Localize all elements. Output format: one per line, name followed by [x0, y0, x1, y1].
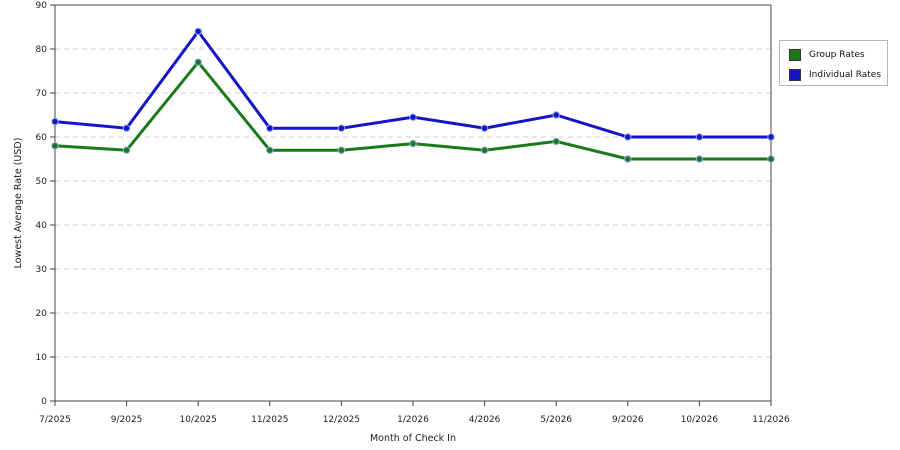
- data-point-individual-rates: [695, 133, 704, 141]
- y-axis-ticks: 0 10 20 30 40 50 60 70 80 90: [36, 1, 55, 407]
- y-tick-label: 60: [36, 133, 48, 143]
- series-line-individual-rates: [54, 28, 771, 139]
- series-lines: [51, 27, 775, 163]
- data-point-individual-rates: [51, 117, 59, 126]
- legend-label-group-rates: Group Rates: [809, 50, 865, 60]
- data-point-group-rates: [695, 155, 704, 163]
- legend-swatch-group-rates: [789, 49, 801, 61]
- y-tick-label: 30: [36, 265, 48, 275]
- data-point-individual-rates: [624, 133, 632, 141]
- data-point-group-rates: [480, 146, 489, 154]
- x-tick-label: 11/2026: [752, 415, 790, 425]
- x-tick-label: 12/2025: [323, 415, 360, 425]
- y-tick-label: 10: [36, 353, 48, 363]
- data-point-group-rates: [194, 58, 202, 66]
- data-point-group-rates: [51, 142, 59, 150]
- grid-lines: [55, 48, 771, 358]
- x-tick-label: 1/2026: [397, 415, 429, 425]
- y-tick-label: 70: [36, 89, 48, 99]
- x-tick-label: 9/2025: [111, 415, 143, 425]
- legend-label-individual-rates: Individual Rates: [809, 70, 882, 80]
- data-point-individual-rates: [552, 111, 560, 119]
- x-axis-title: Month of Check In: [370, 433, 456, 444]
- y-tick-label: 80: [36, 45, 48, 55]
- x-tick-label: 4/2026: [469, 415, 501, 425]
- x-tick-label: 11/2025: [251, 415, 288, 425]
- x-axis-ticks: 7/2025 9/2025 10/2025 11/2025 12/2025 1/2026 4…: [39, 401, 790, 425]
- data-point-individual-rates: [337, 124, 346, 132]
- data-point-group-rates: [337, 146, 346, 154]
- data-point-group-rates: [552, 137, 560, 146]
- data-point-group-rates: [624, 155, 632, 163]
- legend-item-individual-rates: Individual Rates: [789, 68, 881, 82]
- x-tick-label: 10/2025: [180, 415, 217, 425]
- data-point-individual-rates: [266, 124, 274, 132]
- data-point-individual-rates: [122, 124, 131, 132]
- y-tick-label: 20: [36, 309, 48, 319]
- data-point-group-rates: [122, 146, 131, 154]
- legend: Group Rates Individual Rates: [779, 40, 888, 86]
- data-point-group-rates: [266, 146, 274, 154]
- x-tick-label: 5/2026: [540, 415, 572, 425]
- legend-item-group-rates: Group Rates: [789, 48, 865, 62]
- x-tick-label: 10/2026: [681, 415, 719, 425]
- x-tick-label: 7/2025: [39, 415, 71, 425]
- axes: [54, 4, 772, 402]
- data-point-individual-rates: [480, 124, 489, 132]
- legend-swatch-individual-rates: [789, 69, 801, 81]
- data-point-individual-rates: [767, 133, 775, 141]
- y-tick-label: 50: [36, 177, 48, 187]
- data-point-group-rates: [409, 139, 417, 148]
- y-tick-label: 90: [36, 1, 48, 11]
- data-point-individual-rates: [409, 113, 417, 121]
- y-tick-label: 40: [36, 221, 48, 231]
- data-point-group-rates: [767, 155, 775, 163]
- x-tick-label: 9/2026: [612, 415, 644, 425]
- data-point-individual-rates: [194, 27, 202, 36]
- y-tick-label: 0: [41, 397, 47, 407]
- y-axis-title: Lowest Average Rate (USD): [13, 138, 24, 269]
